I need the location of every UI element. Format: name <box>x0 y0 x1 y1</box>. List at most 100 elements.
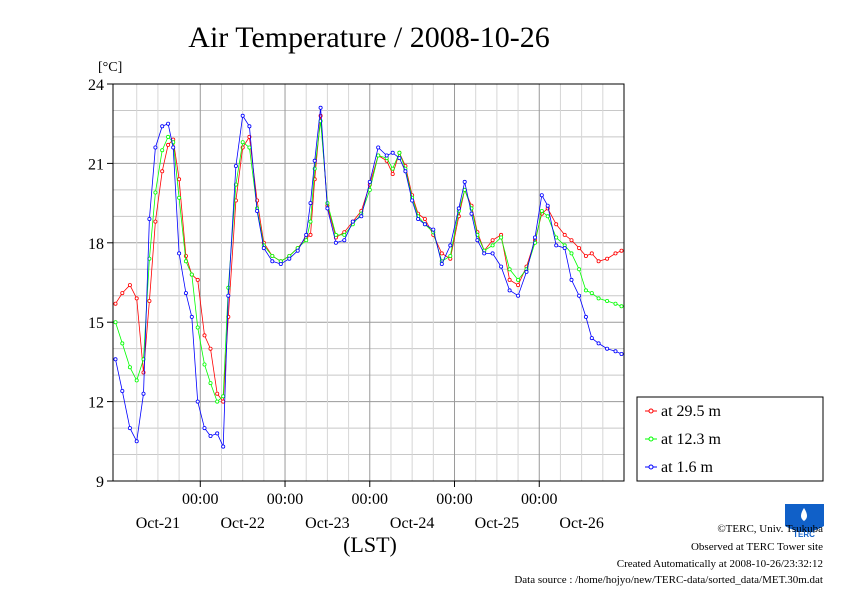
data-point <box>619 304 624 309</box>
data-point <box>177 251 182 256</box>
data-point <box>507 277 512 282</box>
data-point <box>261 246 266 251</box>
data-point <box>189 314 194 319</box>
data-point <box>583 253 588 258</box>
data-point <box>208 346 213 351</box>
data-point <box>304 238 309 243</box>
data-point <box>422 222 427 227</box>
legend: at 29.5 m at 12.3 m at 1.6 m <box>636 396 824 482</box>
data-point <box>215 399 220 404</box>
data-point <box>295 248 300 253</box>
data-point <box>308 232 313 237</box>
data-point <box>134 378 139 383</box>
data-point <box>577 267 582 272</box>
data-point <box>113 301 118 306</box>
data-point <box>499 235 504 240</box>
data-point <box>215 431 220 436</box>
y-axis-unit-label: [°C] <box>98 60 122 75</box>
data-point <box>613 251 618 256</box>
data-point <box>384 153 389 158</box>
data-point <box>390 166 395 171</box>
data-point <box>439 251 444 256</box>
data-point <box>524 269 529 274</box>
data-point <box>605 346 610 351</box>
data-point <box>596 341 601 346</box>
data-point <box>166 134 171 139</box>
series-group <box>113 113 624 404</box>
created-text: Created Automatically at 2008-10-26/23:3… <box>617 558 823 570</box>
data-point <box>577 246 582 251</box>
data-point <box>469 211 474 216</box>
data-point <box>221 444 226 449</box>
data-point <box>270 259 275 264</box>
x-time-tick-label: 00:00 <box>267 491 303 508</box>
data-point <box>177 195 182 200</box>
data-point <box>247 145 252 150</box>
data-point <box>308 219 313 224</box>
data-point <box>171 145 176 150</box>
footer-credits: ©TERC, Univ. Tsukuba Observed at TERC To… <box>514 523 823 586</box>
data-point <box>240 140 245 145</box>
data-point <box>431 227 436 232</box>
data-point <box>605 256 610 261</box>
data-point <box>160 124 165 129</box>
data-point <box>221 394 226 399</box>
x-time-tick-label: 00:00 <box>436 491 472 508</box>
data-point <box>202 426 207 431</box>
data-point <box>120 388 125 393</box>
x-time-tick-label: 00:00 <box>352 491 388 508</box>
data-point <box>120 341 125 346</box>
data-point <box>202 333 207 338</box>
data-point <box>113 357 118 362</box>
plot-frame <box>112 83 625 482</box>
data-point <box>160 148 165 153</box>
data-point <box>312 158 317 163</box>
data-point <box>147 298 152 303</box>
x-date-label: Oct-25 <box>475 515 519 532</box>
data-point <box>439 261 444 266</box>
data-point <box>333 232 338 237</box>
data-point <box>183 259 188 264</box>
data-point <box>208 381 213 386</box>
data-point <box>160 169 165 174</box>
data-point <box>448 243 453 248</box>
y-tick-label: 12 <box>88 395 104 412</box>
data-point <box>359 214 364 219</box>
data-point <box>613 349 618 354</box>
data-point <box>166 142 171 147</box>
data-point <box>367 179 372 184</box>
data-point <box>195 325 200 330</box>
data-point <box>448 253 453 258</box>
x-date-label: Oct-21 <box>136 515 180 532</box>
data-point <box>554 243 559 248</box>
data-point <box>403 169 408 174</box>
y-axis-ticks: 24 21 18 15 12 9 <box>88 77 113 491</box>
data-point <box>545 214 550 219</box>
data-point <box>589 251 594 256</box>
data-point <box>226 293 231 298</box>
data-point <box>410 198 415 203</box>
data-point <box>270 253 275 258</box>
data-point <box>589 291 594 296</box>
series-line <box>115 107 622 447</box>
x-date-label: Oct-26 <box>559 515 603 532</box>
data-point <box>545 203 550 208</box>
data-point <box>333 240 338 245</box>
chart-title: Air Temperature / 2008-10-26 <box>188 21 549 54</box>
data-point <box>287 256 292 261</box>
data-point <box>583 314 588 319</box>
data-point <box>516 283 521 288</box>
data-point <box>554 222 559 227</box>
data-point <box>127 283 132 288</box>
data-point <box>304 232 309 237</box>
series-group <box>113 119 624 404</box>
data-point <box>583 288 588 293</box>
data-point <box>562 246 567 251</box>
data-point <box>153 190 158 195</box>
data-point <box>215 391 220 396</box>
y-tick-label: 9 <box>96 474 104 491</box>
data-point <box>120 291 125 296</box>
data-point <box>577 293 582 298</box>
data-point <box>507 267 512 272</box>
data-point <box>208 433 213 438</box>
